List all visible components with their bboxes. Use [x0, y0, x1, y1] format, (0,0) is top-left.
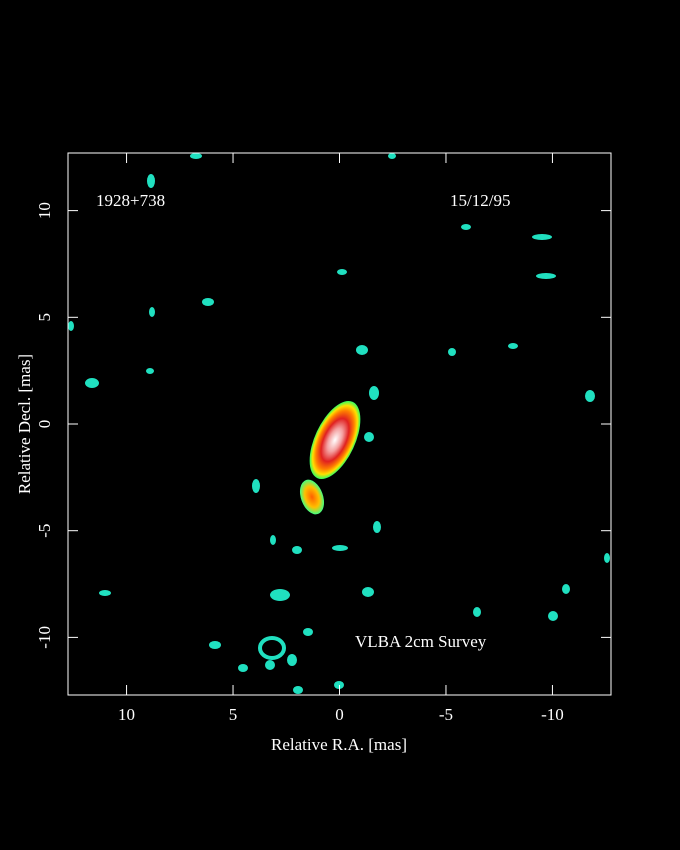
y-tick-label: -10: [35, 626, 54, 649]
x-tick-label: -10: [541, 705, 564, 724]
y-tick-label: 10: [35, 202, 54, 219]
x-tick-label: 0: [335, 705, 344, 724]
core-emission: [309, 401, 361, 479]
survey-label: VLBA 2cm Survey: [355, 632, 487, 651]
x-tick-label: -5: [439, 705, 453, 724]
x-tick-label: 5: [229, 705, 238, 724]
emission-map: [68, 153, 610, 694]
x-axis-label: Relative R.A. [mas]: [271, 735, 407, 754]
date-label: 15/12/95: [450, 191, 510, 210]
noise-specks: [68, 153, 610, 694]
source-label: 1928+738: [96, 191, 165, 210]
y-tick-label: -5: [35, 524, 54, 538]
y-tick-label: 0: [35, 420, 54, 429]
y-tick-label: 5: [35, 313, 54, 322]
jet-knot: [299, 479, 325, 515]
y-axis-label: Relative Decl. [mas]: [15, 354, 34, 494]
x-tick-label: 10: [118, 705, 135, 724]
